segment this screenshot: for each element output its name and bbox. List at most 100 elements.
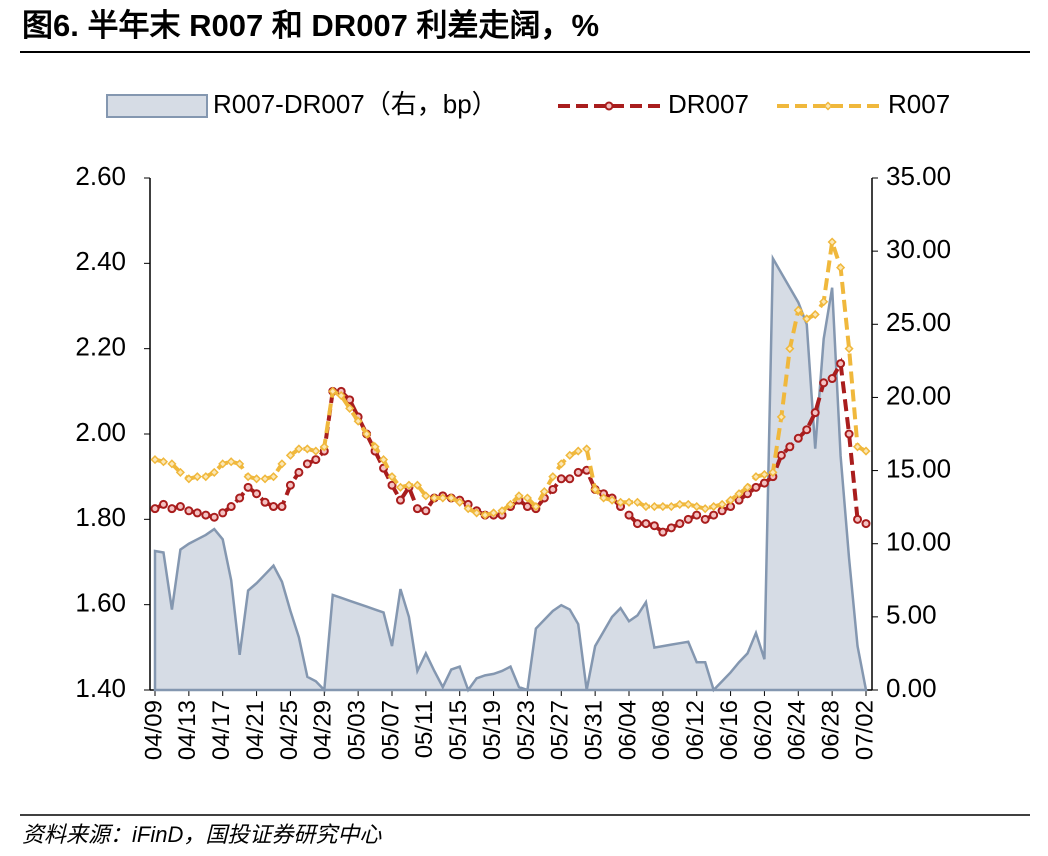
marker (412, 480, 422, 490)
marker (573, 467, 583, 477)
marker (666, 523, 676, 533)
y2-tick-label: 35.00 (886, 161, 951, 191)
marker (819, 297, 829, 307)
y-tick-label: 1.60 (75, 588, 126, 618)
marker (615, 497, 626, 507)
marker (751, 482, 761, 492)
x-tick-label: 05/03 (343, 700, 370, 760)
marker (158, 499, 168, 509)
marker (759, 478, 769, 488)
marker (412, 504, 422, 514)
legend-swatch (823, 101, 833, 111)
marker (226, 502, 236, 512)
marker (632, 497, 643, 507)
marker (226, 457, 236, 467)
marker (556, 459, 566, 469)
marker (455, 497, 465, 507)
marker (793, 433, 803, 443)
marker (632, 519, 642, 529)
marker (489, 508, 499, 518)
marker (556, 474, 566, 484)
x-tick-label: 04/29 (310, 700, 337, 760)
marker (827, 237, 837, 247)
legend-label: DR007 (668, 89, 749, 119)
marker (311, 446, 321, 456)
marker (793, 305, 803, 315)
marker (802, 314, 812, 324)
marker (768, 467, 778, 477)
marker (802, 425, 812, 435)
marker (201, 472, 211, 482)
marker (624, 497, 634, 507)
marker (395, 482, 406, 492)
legend-label: R007-DR007（右，bp） (213, 89, 498, 119)
marker (658, 527, 668, 537)
marker (175, 502, 185, 512)
marker (218, 508, 228, 518)
x-tick-label: 05/27 (547, 700, 574, 760)
marker (819, 378, 829, 388)
marker (785, 344, 795, 354)
y2-tick-label: 30.00 (886, 234, 951, 264)
marker (497, 506, 507, 516)
marker (218, 459, 228, 469)
marker (692, 501, 702, 512)
marker (649, 501, 659, 512)
marker (192, 508, 202, 518)
marker (294, 467, 304, 477)
marker (649, 521, 659, 531)
marker (514, 491, 524, 501)
marker (438, 493, 448, 503)
marker (742, 482, 753, 492)
marker (480, 510, 490, 520)
marker (167, 504, 177, 514)
marker (370, 442, 380, 452)
marker (302, 459, 312, 469)
x-tick-label: 06/28 (817, 700, 844, 760)
y2-tick-label: 15.00 (886, 453, 951, 483)
marker (235, 493, 245, 503)
marker (353, 416, 363, 426)
marker (235, 459, 245, 469)
marker (404, 480, 414, 490)
marker (861, 519, 871, 529)
marker (505, 499, 516, 509)
x-tick-label: 06/16 (716, 700, 743, 760)
x-tick-label: 05/31 (580, 700, 607, 760)
marker (167, 459, 177, 469)
y-tick-label: 1.80 (75, 502, 126, 532)
marker (692, 510, 702, 520)
marker (387, 472, 397, 482)
marker (582, 444, 592, 454)
y2-tick-label: 20.00 (886, 380, 951, 410)
rate-line (154, 241, 867, 518)
marker (548, 484, 558, 494)
marker (201, 510, 211, 520)
marker (717, 499, 727, 509)
legend-swatch (604, 101, 614, 111)
marker (294, 444, 304, 454)
marker (683, 499, 693, 509)
marker (158, 457, 169, 467)
marker (336, 391, 346, 401)
y2-tick-label: 25.00 (886, 307, 951, 337)
marker (362, 429, 372, 439)
marker (395, 495, 405, 505)
y-tick-label: 1.40 (75, 673, 126, 703)
x-tick-label: 05/07 (377, 700, 404, 760)
marker (726, 495, 736, 505)
marker (387, 480, 397, 490)
marker (852, 442, 863, 452)
x-tick-label: 06/24 (784, 700, 811, 760)
marker (827, 374, 837, 384)
marker (175, 467, 185, 477)
marker (209, 512, 219, 522)
marker (759, 469, 769, 480)
marker (624, 510, 634, 520)
marker (565, 450, 575, 460)
marker (709, 501, 719, 512)
marker (277, 459, 287, 469)
marker (378, 455, 389, 465)
